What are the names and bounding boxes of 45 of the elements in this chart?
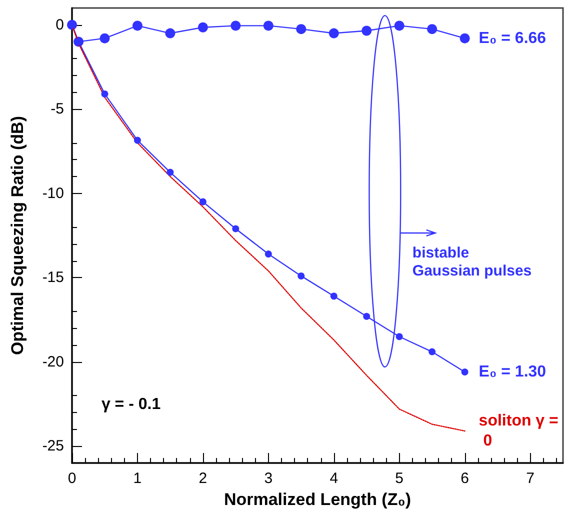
x-tick-label: 2 — [198, 470, 208, 487]
x-tick-label: 7 — [526, 470, 534, 487]
point — [100, 33, 110, 44]
point — [298, 272, 305, 280]
x-tick-label: 3 — [264, 470, 273, 487]
y-tick-label: -10 — [42, 184, 64, 202]
point — [460, 33, 470, 44]
point — [362, 26, 372, 36]
point — [165, 28, 176, 38]
point — [166, 168, 174, 176]
y-tick-label: -20 — [42, 353, 64, 370]
x-axis-title: Normalized Length (Z₀) — [224, 490, 412, 509]
point — [461, 368, 468, 376]
point — [264, 250, 272, 258]
point — [396, 333, 403, 340]
point — [101, 90, 108, 98]
x-tick-label: 6 — [460, 470, 469, 487]
point — [363, 312, 370, 320]
y-tick-label: -25 — [42, 438, 64, 455]
point — [328, 28, 339, 38]
point — [394, 20, 404, 31]
point — [199, 198, 206, 206]
point — [232, 225, 240, 232]
x-tick-label: 5 — [395, 470, 404, 487]
point — [330, 292, 338, 300]
point — [263, 20, 274, 31]
series-label: E₀ = 6.66 — [478, 30, 546, 47]
point — [230, 20, 241, 31]
x-tick-label: 0 — [68, 470, 76, 487]
series-label: soliton γ = 0 — [478, 412, 558, 450]
point — [427, 24, 438, 34]
x-tick-label: 4 — [330, 470, 338, 487]
series-label: E₀ = 1.30 — [478, 364, 546, 380]
annotation: γ = - 0.1 — [101, 396, 161, 414]
y-tick-label: 0 — [56, 16, 64, 34]
point — [134, 136, 141, 144]
y-axis-title: Optimal Squeezing Ratio (dB) — [8, 116, 27, 355]
point — [428, 348, 436, 356]
annotation: bistable Gaussian pulses — [412, 244, 532, 280]
point — [198, 22, 208, 32]
y-tick-label: -15 — [42, 269, 64, 286]
y-tick-label: -5 — [50, 100, 64, 118]
point — [296, 24, 306, 34]
x-tick-label: 1 — [133, 470, 142, 487]
point — [132, 20, 142, 31]
